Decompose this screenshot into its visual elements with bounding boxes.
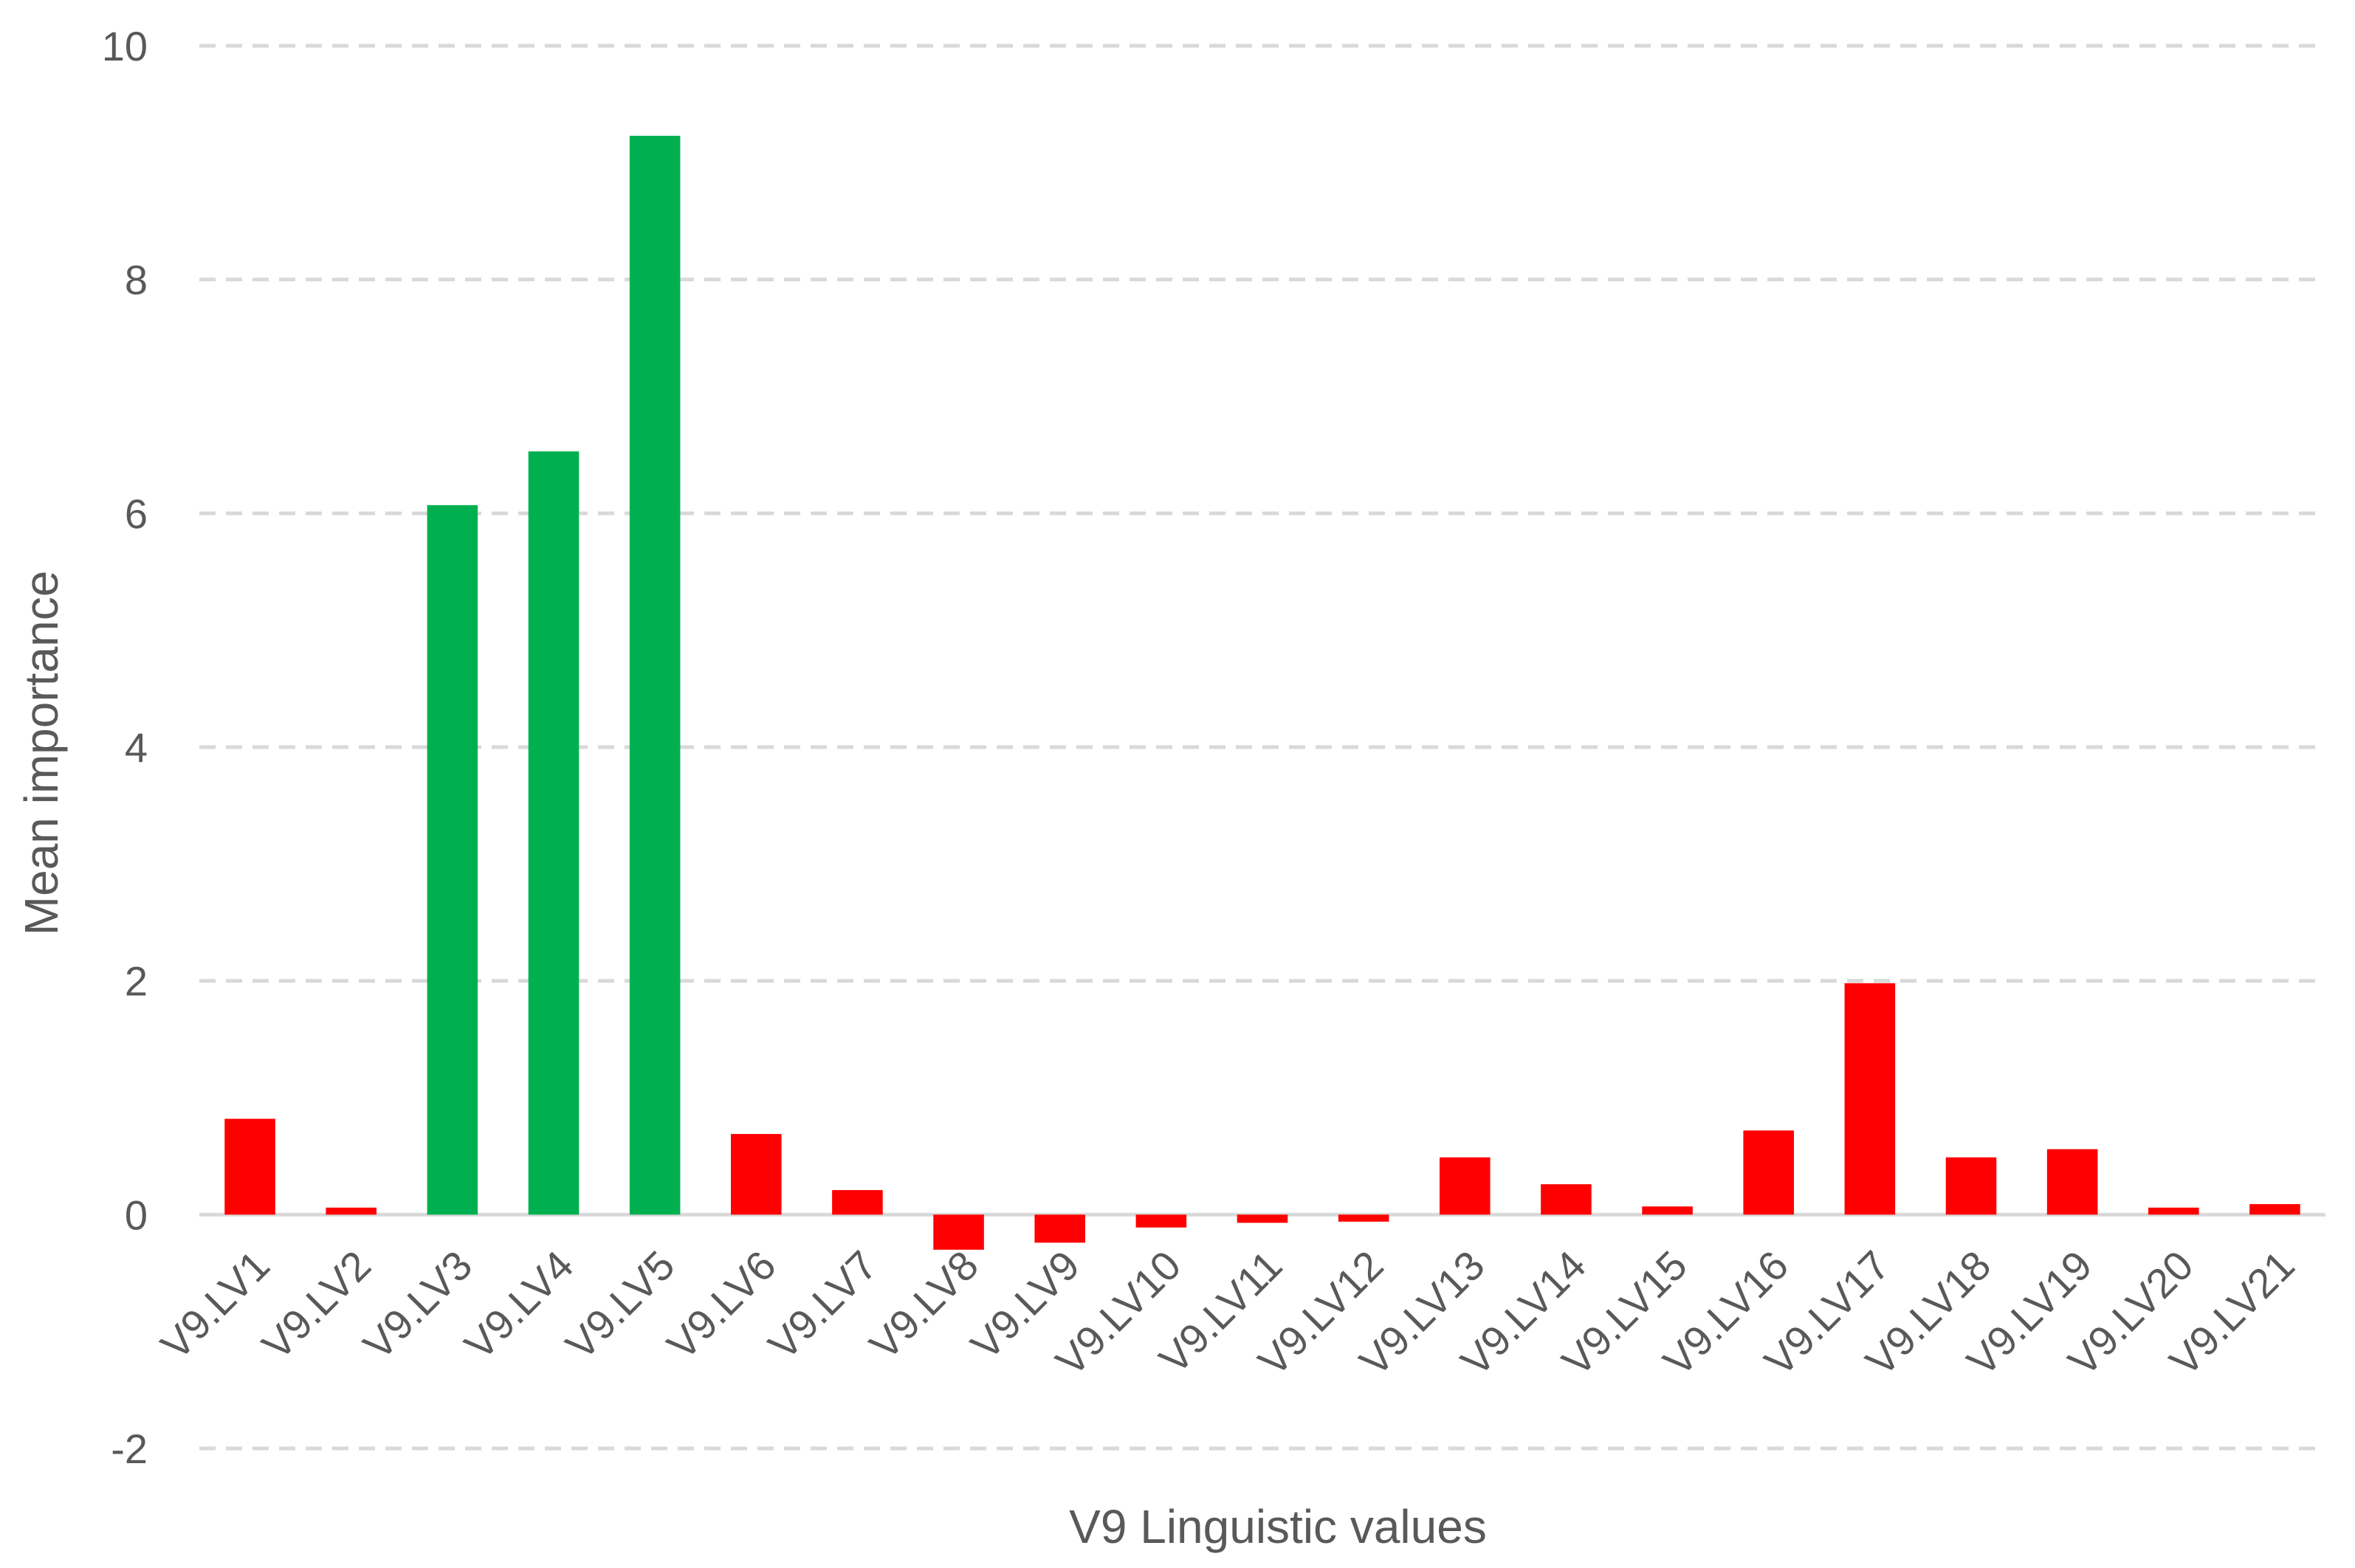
x-tick-label: V9.LV1 (152, 1242, 279, 1369)
bar-v9-lv6 (731, 1134, 782, 1215)
x-tick-label: V9.LV6 (658, 1242, 785, 1369)
bar-v9-lv19 (2046, 1149, 2098, 1215)
bar-v9-lv7 (832, 1190, 883, 1215)
x-tick-label: V9.LV2 (253, 1242, 380, 1369)
x-axis-ticks: V9.LV1V9.LV2V9.LV3V9.LV4V9.LV5V9.LV6V9.L… (152, 1242, 2303, 1385)
x-tick-label: V9.LV7 (759, 1242, 886, 1369)
bar-v9-lv4 (528, 451, 580, 1215)
bar-v9-lv18 (1945, 1157, 1997, 1215)
bar-v9-lv12 (1338, 1214, 1389, 1222)
y-tick-label: 6 (125, 490, 148, 537)
gridlines (199, 44, 2325, 1451)
bar-v9-lv11 (1237, 1214, 1288, 1223)
x-tick-label: V9.LV4 (455, 1242, 582, 1369)
y-axis-ticks: -2 0 2 4 6 8 10 (102, 23, 148, 1472)
y-tick-label: 4 (125, 724, 148, 771)
x-axis-title: V9 Linguistic values (1069, 1500, 1487, 1553)
bar-v9-lv3 (427, 505, 478, 1215)
y-tick-label: 10 (102, 23, 148, 69)
bar-v9-lv15 (1642, 1206, 1693, 1215)
x-tick-label: V9.LV3 (354, 1242, 481, 1369)
y-axis-title: Mean importance (15, 571, 68, 935)
bars (224, 135, 2300, 1250)
bar-v9-lv21 (2249, 1204, 2300, 1215)
bar-v9-lv16 (1743, 1130, 1794, 1215)
x-tick-label: V9.LV8 (861, 1242, 988, 1369)
bar-v9-lv20 (2148, 1207, 2199, 1215)
bar-v9-lv17 (1844, 983, 1896, 1215)
bar-v9-lv10 (1135, 1214, 1187, 1228)
bar-v9-lv9 (1034, 1214, 1085, 1243)
bar-v9-lv8 (933, 1214, 984, 1250)
y-tick-label: 0 (125, 1192, 148, 1238)
y-tick-label: -2 (111, 1426, 148, 1472)
bar-v9-lv5 (629, 135, 681, 1215)
y-tick-label: 8 (125, 257, 148, 303)
bar-v9-lv14 (1541, 1184, 1592, 1215)
x-tick-label: V9.LV5 (557, 1242, 684, 1369)
bar-v9-lv1 (224, 1118, 275, 1215)
bar-v9-lv13 (1440, 1157, 1491, 1215)
bar-v9-lv2 (326, 1207, 377, 1215)
y-tick-label: 2 (125, 958, 148, 1005)
